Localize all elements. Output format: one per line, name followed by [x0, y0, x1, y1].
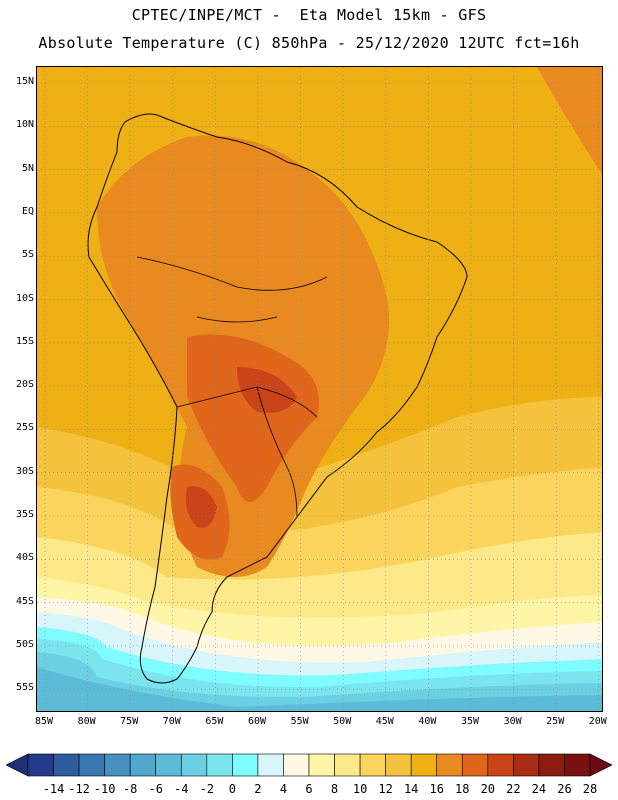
colorbar-segment	[155, 753, 182, 777]
band-minus2-0	[37, 667, 602, 711]
colorbar-segment	[564, 753, 591, 777]
longitude-label: 65W	[205, 716, 224, 727]
latitude-label: 20S	[15, 379, 34, 391]
longitude-label: 40W	[418, 716, 437, 727]
colorbar-segment	[461, 753, 489, 777]
map-title-line-1: CPTEC/INPE/MCT - Eta Model 15km - GFS	[131, 6, 487, 24]
temperature-map	[36, 66, 603, 712]
colorbar-label: 8	[330, 782, 339, 796]
colorbar-label: -2	[199, 782, 215, 796]
colorbar-label: 10	[352, 782, 368, 796]
colorbar-label: 16	[429, 782, 444, 796]
colorbar-label: -14	[42, 782, 65, 796]
latitude-label: 5S	[21, 249, 34, 261]
colorbar-segment	[180, 753, 208, 777]
latitude-label: 10N	[15, 119, 34, 131]
colorbar-label: 28	[582, 782, 598, 796]
colorbar-overflow-arrow	[589, 753, 612, 777]
border-line-3	[256, 386, 298, 518]
latitude-label: 55S	[15, 682, 34, 694]
colorbar-segment	[410, 753, 438, 777]
latitude-label: EQ	[21, 205, 34, 217]
colorbar-label: 26	[557, 782, 572, 796]
latitude-label: 35S	[15, 509, 34, 520]
colorbar-segment	[385, 753, 412, 777]
border-line-2	[136, 256, 328, 291]
colorbar-label: 22	[506, 782, 521, 796]
colorbar-segment	[308, 753, 335, 777]
colorbar-segment	[436, 753, 463, 777]
longitude-label: 80W	[77, 716, 96, 727]
colorbar-label: 14	[403, 782, 419, 796]
colorbar-segment	[283, 753, 310, 777]
colorbar-label: 12	[378, 782, 393, 796]
latitude-label: 50S	[15, 638, 34, 650]
colorbar-label: 18	[455, 782, 470, 796]
longitude-label: 45W	[375, 716, 394, 727]
colorbar-label: -4	[174, 782, 189, 796]
colorbar-label: 0	[228, 782, 236, 796]
border-line-4	[196, 316, 278, 323]
latitude-label: 5N	[21, 162, 34, 174]
colorbar-segment	[27, 753, 54, 777]
longitude-label: 70W	[162, 716, 181, 727]
colorbar-segment	[206, 753, 233, 777]
latitude-label: 15N	[15, 76, 34, 87]
coastline-south-america	[87, 113, 468, 684]
colorbar-segment	[359, 753, 386, 777]
band-0-2	[37, 652, 602, 711]
colorbar-segment	[538, 753, 565, 777]
colorbar-segment	[513, 753, 540, 777]
colorbar-label: 2	[254, 782, 262, 796]
longitude-label: 30W	[503, 716, 522, 727]
longitude-label: 20W	[588, 716, 607, 727]
colorbar-label: 6	[305, 782, 313, 796]
longitude-label: 60W	[247, 716, 267, 727]
latitude-label: 25S	[15, 422, 34, 434]
latitude-label: 40S	[15, 552, 34, 564]
colorbar-segment	[334, 753, 361, 777]
colorbar-segment	[232, 753, 259, 777]
colorbar-segment	[53, 753, 80, 777]
land-hottest-west-argentina	[185, 486, 217, 528]
longitude-label: 50W	[333, 716, 352, 727]
colorbar-label: -12	[68, 782, 90, 796]
latitude-label: 30S	[15, 465, 34, 477]
colorbar-label: 24	[531, 782, 547, 796]
map-title-line-2: Absolute Temperature (C) 850hPa - 25/12/…	[38, 34, 580, 52]
colorbar-segment	[487, 753, 514, 777]
colorbar-underflow-arrow	[6, 753, 29, 777]
map-gridlines	[37, 67, 602, 711]
colorbar-segment	[104, 753, 131, 777]
temperature-field	[37, 67, 602, 711]
colorbar-segment	[129, 753, 157, 777]
latitude-label: 45S	[15, 595, 34, 607]
latitude-label: 15S	[15, 335, 34, 347]
colorbar-label: 20	[480, 782, 496, 796]
colorbar-segment	[257, 753, 284, 777]
land-hot-22-24	[187, 334, 319, 502]
colorbar-label: -6	[148, 782, 163, 796]
longitude-label: 85W	[34, 716, 54, 727]
colorbar-segment	[78, 753, 105, 777]
colorbar-label: -8	[122, 782, 138, 796]
longitude-label: 25W	[546, 716, 565, 727]
colorbar-label: 4	[279, 782, 288, 796]
longitude-label: 55W	[290, 716, 309, 727]
latitude-label: 10S	[15, 292, 34, 304]
colorbar-label: -10	[93, 782, 116, 796]
longitude-label: 35W	[460, 716, 480, 727]
warm-patch-ne	[537, 67, 602, 175]
longitude-label: 75W	[120, 716, 139, 727]
colorbar	[6, 753, 612, 777]
